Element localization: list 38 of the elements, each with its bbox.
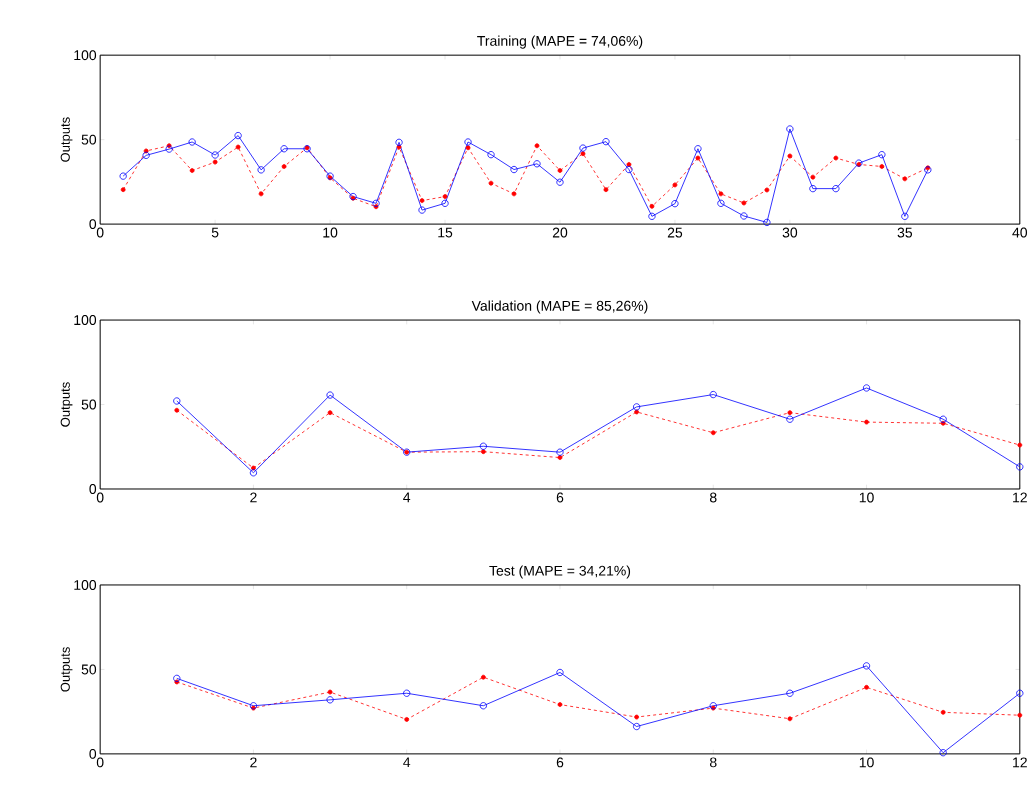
x-tick-label: 4: [403, 492, 411, 503]
x-tick-label: 25: [667, 227, 683, 238]
x-tick-label: 40: [1012, 227, 1028, 238]
chart-title: Training (MAPE = 74,06%): [477, 35, 643, 49]
x-tick-label: 20: [552, 227, 568, 238]
x-tick-label: 10: [323, 227, 338, 238]
x-tick-label: 2: [250, 492, 257, 503]
y-tick-label: 50: [81, 134, 97, 145]
x-tick-label: 4: [403, 757, 411, 768]
y-tick-label: 100: [74, 315, 97, 325]
x-tick-label: 0: [96, 492, 104, 503]
x-tick-label: 35: [897, 227, 913, 238]
x-tick-label: 0: [96, 227, 104, 238]
x-tick-label: 5: [211, 227, 219, 238]
x-tick-label: 30: [782, 227, 798, 238]
y-axis-title: Outputs: [60, 117, 73, 162]
y-tick-label: 100: [74, 579, 97, 590]
y-tick-label: 0: [89, 219, 97, 230]
x-tick-label: 8: [709, 492, 717, 503]
x-tick-label: 12: [1013, 492, 1027, 503]
y-tick-label: 0: [89, 748, 97, 759]
y-axis-title: Outputs: [60, 382, 73, 427]
x-tick-label: 0: [96, 757, 104, 768]
x-tick-label: 2: [250, 757, 257, 768]
x-tick-label: 10: [859, 492, 874, 503]
y-tick-label: 50: [81, 399, 97, 410]
y-tick-label: 50: [81, 664, 97, 675]
x-tick-label: 6: [556, 757, 564, 768]
x-tick-label: 15: [438, 227, 453, 238]
x-tick-label: 8: [709, 757, 717, 768]
x-tick-label: 6: [556, 492, 564, 503]
chart-title: Test (MAPE = 34,21%): [489, 565, 631, 579]
y-tick-label: 100: [74, 50, 97, 61]
x-tick-label: 12: [1013, 757, 1027, 768]
y-axis-title: Outputs: [60, 647, 73, 692]
x-tick-label: 10: [859, 757, 874, 768]
y-tick-label: 0: [89, 484, 97, 494]
chart-title: Validation (MAPE = 85,26%): [471, 300, 648, 314]
